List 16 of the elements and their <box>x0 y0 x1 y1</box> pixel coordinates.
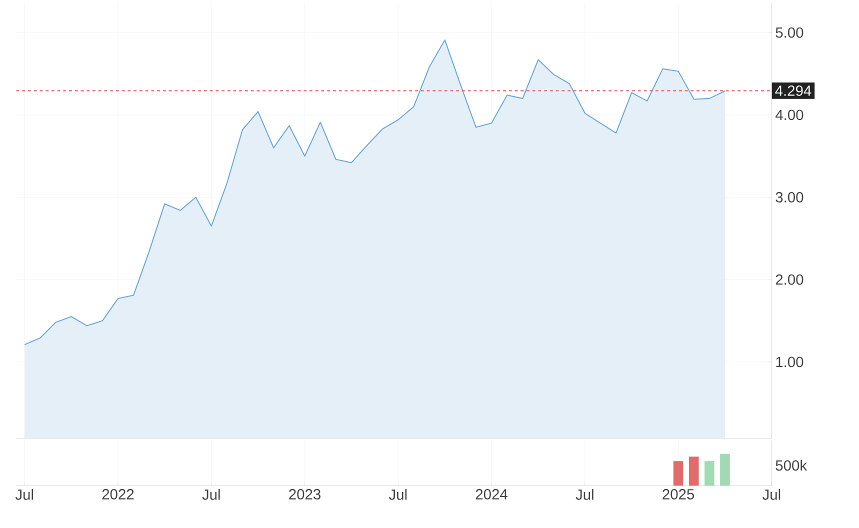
x-tick-label: 2025 <box>662 489 694 500</box>
ref-line-label: 4.294 <box>775 86 812 96</box>
x-tick-label: 2023 <box>289 489 320 500</box>
x-tick-label: Jul <box>388 489 407 500</box>
x-tick-label: 2022 <box>102 489 134 500</box>
y-tick-label: 2.00 <box>776 274 804 285</box>
y-tick-label: 4.00 <box>775 110 804 120</box>
x-tick-label: Jul <box>762 489 780 500</box>
x-tick-label: 2024 <box>476 489 508 500</box>
y-tick-label: 5.00 <box>776 27 804 38</box>
y-tick-label: 1.00 <box>776 356 804 368</box>
x-tick-label: Jul <box>15 489 34 500</box>
x-tick-label: Jul <box>202 489 220 500</box>
x-tick-label: Jul <box>576 489 594 500</box>
text: 500k <box>776 460 808 471</box>
y-tick-label: 3.00 <box>776 192 804 203</box>
